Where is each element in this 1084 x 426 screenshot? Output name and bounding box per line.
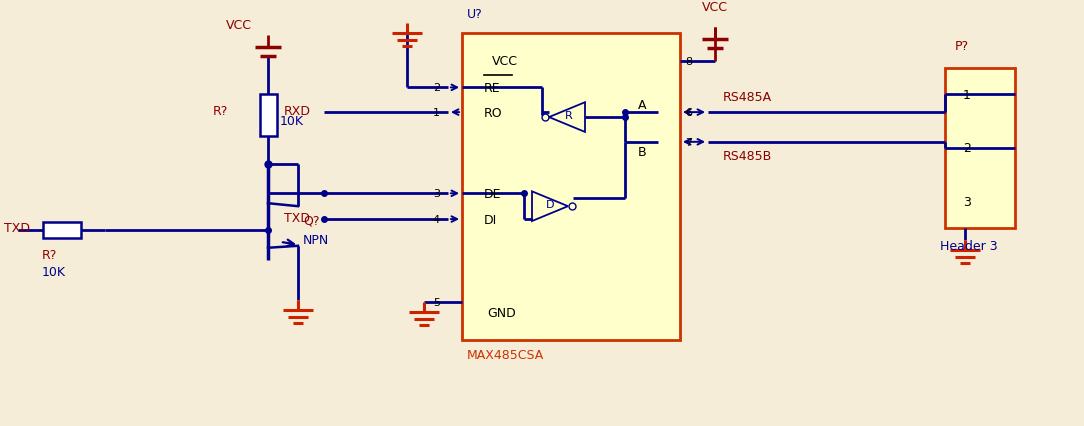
Text: 1: 1 bbox=[963, 89, 971, 101]
Text: 3: 3 bbox=[433, 189, 440, 199]
Text: GND: GND bbox=[487, 306, 516, 319]
Text: R?: R? bbox=[212, 104, 229, 117]
Text: TXD: TXD bbox=[284, 211, 310, 224]
Text: 8: 8 bbox=[685, 57, 692, 66]
Text: 1: 1 bbox=[433, 108, 440, 118]
Text: NPN: NPN bbox=[304, 234, 330, 247]
Text: R?: R? bbox=[42, 249, 57, 262]
Bar bbox=[462, 34, 680, 340]
Text: 4: 4 bbox=[433, 215, 440, 225]
Text: RS485B: RS485B bbox=[723, 150, 772, 163]
Text: 2: 2 bbox=[963, 142, 971, 155]
Text: D: D bbox=[545, 200, 554, 210]
Text: 6: 6 bbox=[685, 108, 692, 118]
Text: RE: RE bbox=[483, 82, 501, 95]
Text: VCC: VCC bbox=[702, 1, 728, 14]
Text: DI: DI bbox=[483, 213, 498, 226]
Text: RXD: RXD bbox=[284, 104, 311, 117]
Text: RO: RO bbox=[483, 106, 503, 119]
Text: P?: P? bbox=[955, 40, 969, 53]
Text: B: B bbox=[638, 146, 647, 159]
Bar bbox=[259, 95, 276, 137]
Text: Header 3: Header 3 bbox=[940, 240, 997, 253]
Bar bbox=[945, 69, 1015, 228]
Text: 5: 5 bbox=[433, 297, 440, 308]
Text: MAX485CSA: MAX485CSA bbox=[467, 348, 544, 361]
Text: RS485A: RS485A bbox=[723, 91, 772, 104]
Text: TXD: TXD bbox=[4, 222, 30, 235]
Text: U?: U? bbox=[467, 8, 482, 20]
Text: 3: 3 bbox=[963, 195, 971, 208]
Text: 10K: 10K bbox=[42, 265, 66, 278]
Text: 2: 2 bbox=[433, 83, 440, 93]
Text: R: R bbox=[565, 111, 572, 121]
Text: Q?: Q? bbox=[304, 214, 320, 227]
Text: VCC: VCC bbox=[492, 55, 518, 68]
Bar bbox=[43, 222, 81, 238]
Text: 7: 7 bbox=[685, 138, 692, 147]
Text: 10K: 10K bbox=[280, 114, 304, 127]
Text: A: A bbox=[638, 98, 646, 112]
Text: DE: DE bbox=[483, 187, 502, 200]
Text: VCC: VCC bbox=[225, 20, 251, 32]
